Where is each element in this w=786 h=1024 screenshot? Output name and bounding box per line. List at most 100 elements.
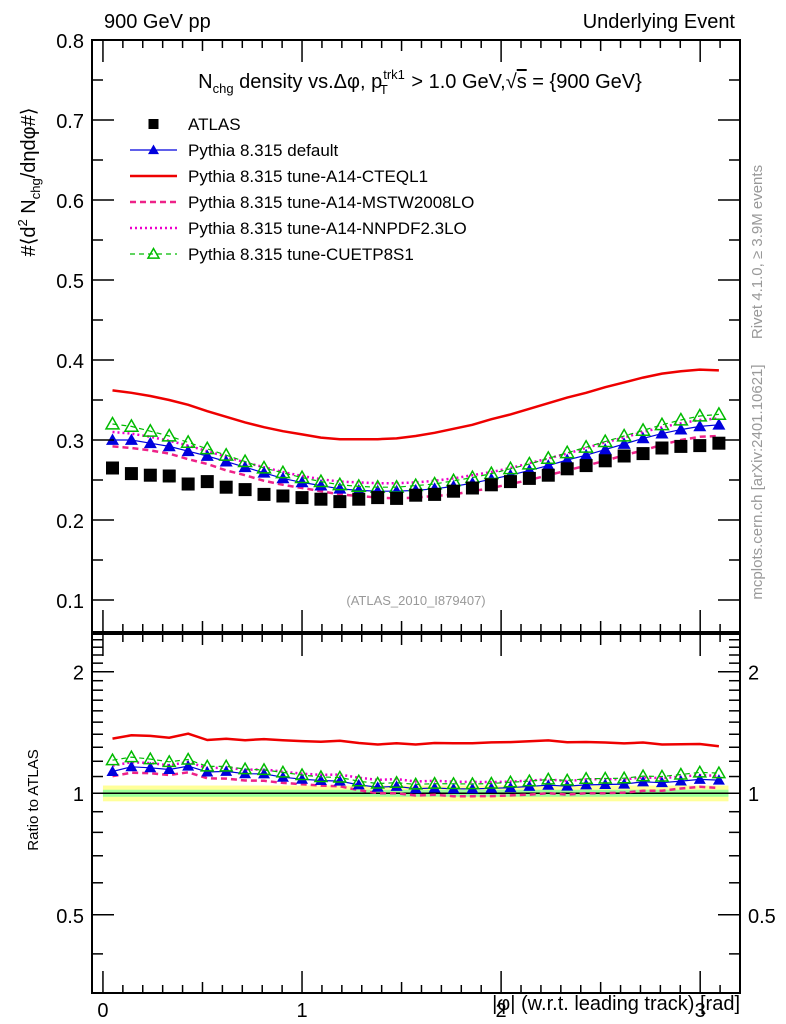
data-point-pythia-8-315-default bbox=[541, 459, 555, 471]
legend-label-pythia-8-315-tune-a14-nnpdf2-3lo: Pythia 8.315 tune-A14-NNPDF2.3LO bbox=[188, 219, 467, 238]
data-point-pythia-8-315-default bbox=[617, 437, 631, 449]
ratio-point-pythia-8-315-default bbox=[371, 781, 384, 792]
main-panel: 0.1 0.2 0.3 0.4 0.5 0.6 0.7 0.8 bbox=[56, 31, 741, 633]
ratio-series-layer bbox=[105, 732, 727, 798]
xtick-label: 0 bbox=[97, 1000, 108, 1022]
ratio-point-pythia-8-315-default bbox=[314, 774, 327, 786]
data-point-pythia-8-315-default bbox=[106, 433, 120, 445]
ratio-point-pythia-8-315-tune-cuetp8s1 bbox=[578, 771, 594, 785]
ratio-ytick-label-right: 1 bbox=[748, 784, 759, 806]
analysis-annotation: (ATLAS_2010_I879407) bbox=[346, 593, 485, 608]
ratio-point-pythia-8-315-tune-cuetp8s1 bbox=[124, 749, 139, 763]
legend-label-pythia-8-315-default: Pythia 8.315 default bbox=[188, 141, 339, 160]
ratio-point-pythia-8-315-default bbox=[655, 776, 668, 788]
data-point-atlas bbox=[371, 491, 385, 505]
data-point-atlas bbox=[674, 439, 688, 453]
data-point-atlas bbox=[200, 475, 214, 489]
ytick-label: 0.6 bbox=[56, 191, 84, 213]
ratio-point-pythia-8-315-tune-cuetp8s1 bbox=[351, 773, 367, 787]
legend-marker-pythia-8-315-default bbox=[148, 144, 159, 155]
data-point-pythia-8-315-default bbox=[579, 448, 593, 461]
chart-title: Nchg density vs.Δφ, ptrk1 T > 1.0 GeV,√s … bbox=[198, 67, 642, 97]
legend-label-pythia-8-315-tune-a14-mstw2008lo: Pythia 8.315 tune-A14-MSTW2008LO bbox=[188, 193, 474, 212]
ratio-ytick-label-left: 0.5 bbox=[56, 906, 84, 928]
data-point-atlas bbox=[712, 436, 726, 450]
header-right-label: Underlying Event bbox=[583, 11, 736, 33]
data-point-pythia-8-315-default bbox=[636, 431, 650, 444]
data-point-atlas bbox=[390, 491, 404, 505]
data-point-atlas bbox=[143, 468, 157, 482]
ratio-point-pythia-8-315-tune-cuetp8s1 bbox=[654, 769, 670, 782]
ratio-point-pythia-8-315-tune-cuetp8s1 bbox=[597, 771, 613, 784]
data-point-pythia-8-315-default bbox=[162, 439, 176, 452]
data-point-pythia-8-315-tune-cuetp8s1 bbox=[673, 411, 689, 426]
ratio-point-pythia-8-315-tune-cuetp8s1 bbox=[275, 764, 291, 778]
ytick-label: 0.3 bbox=[56, 431, 84, 453]
ratio-point-pythia-8-315-tune-cuetp8s1 bbox=[522, 773, 537, 787]
ytick-label: 0.2 bbox=[56, 511, 84, 533]
ratio-ylabel: Ratio to ATLAS bbox=[25, 749, 42, 850]
data-point-pythia-8-315-tune-cuetp8s1 bbox=[142, 423, 159, 437]
legend: ATLAS Pythia 8.315 default Pythia 8.315 tu… bbox=[130, 115, 474, 264]
data-point-atlas bbox=[522, 471, 536, 485]
ytick-label: 0.4 bbox=[56, 351, 84, 373]
xtick-labels: 0 1 2 3 bbox=[97, 1000, 705, 1022]
ratio-point-pythia-8-315-default bbox=[333, 775, 346, 786]
data-point-atlas bbox=[181, 477, 195, 491]
ratio-point-pythia-8-315-tune-cuetp8s1 bbox=[332, 769, 348, 783]
data-point-pythia-8-315-default bbox=[124, 433, 138, 445]
data-point-pythia-8-315-default bbox=[333, 482, 347, 494]
data-point-atlas bbox=[257, 487, 271, 501]
data-point-atlas bbox=[503, 475, 517, 489]
main-series-layer bbox=[104, 368, 727, 509]
legend-label-atlas: ATLAS bbox=[188, 115, 241, 134]
ratio-ytick-label-right: 2 bbox=[748, 663, 759, 685]
ratio-point-pythia-8-315-tune-cuetp8s1 bbox=[105, 752, 120, 766]
data-point-atlas bbox=[333, 495, 347, 509]
ratio-point-pythia-8-315-default bbox=[258, 767, 271, 779]
data-point-pythia-8-315-tune-cuetp8s1 bbox=[502, 460, 519, 475]
xtick-label: 1 bbox=[296, 1000, 307, 1022]
ratio-point-pythia-8-315-tune-cuetp8s1 bbox=[408, 776, 423, 790]
main-axis-ticks bbox=[92, 39, 741, 632]
ratio-ytick-labels: 0.5 0.5 1 1 2 2 bbox=[56, 663, 776, 928]
data-point-atlas bbox=[579, 459, 593, 473]
ratio-point-pythia-8-315-default bbox=[163, 763, 176, 774]
ratio-ytick-label-right: 0.5 bbox=[748, 906, 776, 928]
ratio-point-pythia-8-315-default bbox=[182, 760, 195, 771]
data-point-pythia-8-315-tune-cuetp8s1 bbox=[654, 416, 670, 431]
ratio-ytick-label-left: 1 bbox=[73, 784, 84, 806]
data-point-pythia-8-315-default bbox=[314, 479, 328, 491]
ratio-point-pythia-8-315-default bbox=[428, 782, 441, 793]
data-point-pythia-8-315-tune-cuetp8s1 bbox=[711, 406, 727, 421]
legend-label-pythia-8-315-tune-a14-cteql1: Pythia 8.315 tune-A14-CTEQL1 bbox=[188, 167, 428, 186]
data-point-atlas bbox=[598, 454, 612, 468]
xlabel: |φ| (w.r.t. leading track) [rad] bbox=[492, 993, 740, 1015]
ratio-point-pythia-8-315-tune-cuetp8s1 bbox=[616, 770, 632, 784]
data-point-pythia-8-315-tune-cuetp8s1 bbox=[199, 440, 216, 455]
data-point-pythia-8-315-default bbox=[674, 423, 688, 435]
data-point-atlas bbox=[276, 489, 290, 503]
main-frame bbox=[91, 39, 741, 633]
data-point-atlas bbox=[560, 462, 574, 476]
data-point-pythia-8-315-default bbox=[655, 427, 669, 439]
ratio-point-pythia-8-315-tune-cuetp8s1 bbox=[635, 768, 651, 782]
legend-marker-atlas bbox=[148, 119, 159, 129]
ratio-line-pythia-8-315-tune-cuetp8s1 bbox=[112, 756, 719, 786]
ratio-point-pythia-8-315-tune-cuetp8s1 bbox=[465, 776, 480, 790]
ratio-point-pythia-8-315-tune-cuetp8s1 bbox=[161, 754, 177, 768]
ratio-point-pythia-8-315-tune-cuetp8s1 bbox=[503, 774, 518, 788]
series-line-pythia-8-315-tune-a14-cteql1 bbox=[112, 368, 719, 441]
ratio-point-pythia-8-315-tune-cuetp8s1 bbox=[237, 761, 253, 775]
data-point-atlas bbox=[655, 441, 669, 455]
data-point-atlas bbox=[484, 478, 498, 492]
ratio-point-pythia-8-315-default bbox=[712, 774, 725, 785]
data-point-pythia-8-315-tune-cuetp8s1 bbox=[294, 469, 310, 484]
ratio-line-pythia-8-315-tune-a14-cteql1 bbox=[112, 732, 720, 748]
data-point-pythia-8-315-tune-cuetp8s1 bbox=[597, 433, 614, 448]
ratio-point-pythia-8-315-default bbox=[390, 780, 403, 791]
data-point-atlas bbox=[447, 484, 461, 498]
ratio-axis-ticks bbox=[92, 634, 741, 993]
data-point-pythia-8-315-tune-cuetp8s1 bbox=[123, 418, 140, 433]
